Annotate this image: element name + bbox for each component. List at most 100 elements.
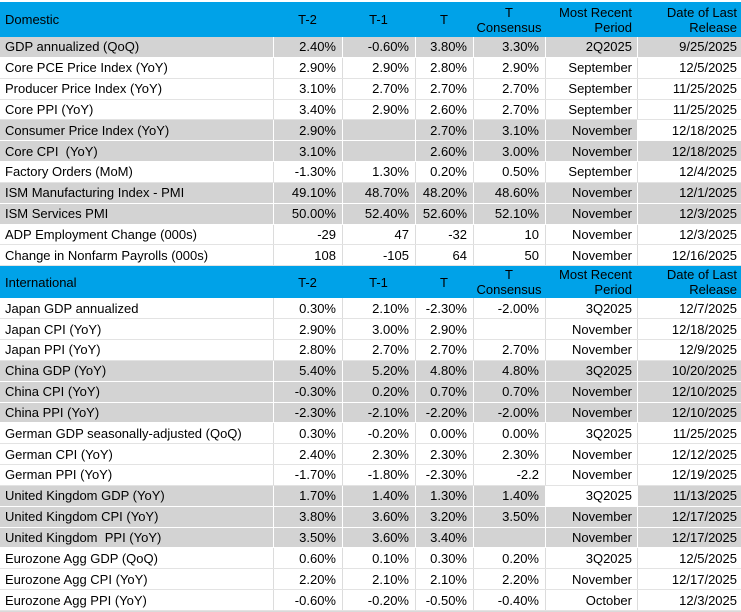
column-header-t2[interactable]: T-2	[273, 266, 342, 298]
value-cell-t1[interactable]: 52.40%	[342, 203, 415, 224]
value-cell-t2[interactable]: 3.80%	[273, 506, 342, 527]
value-cell-t[interactable]: 0.30%	[415, 548, 473, 569]
value-cell-t2[interactable]: 0.30%	[273, 298, 342, 319]
value-cell-t2[interactable]: 0.30%	[273, 423, 342, 444]
value-cell-t2[interactable]: -1.30%	[273, 162, 342, 182]
release-date-cell[interactable]: 10/20/2025	[637, 360, 741, 381]
period-cell[interactable]: November	[545, 381, 637, 402]
value-cell-t[interactable]: 2.10%	[415, 569, 473, 590]
period-cell[interactable]: November	[545, 319, 637, 339]
value-cell-consensus[interactable]: 2.90%	[473, 57, 545, 78]
release-date-cell[interactable]: 12/10/2025	[637, 381, 741, 402]
period-cell[interactable]: October	[545, 590, 637, 610]
value-cell-t[interactable]: 2.60%	[415, 141, 473, 162]
value-cell-t2[interactable]: 108	[273, 245, 342, 266]
value-cell-t[interactable]: -0.50%	[415, 590, 473, 610]
period-cell[interactable]: November	[545, 182, 637, 203]
period-cell[interactable]: 3Q2025	[545, 423, 637, 444]
release-date-cell[interactable]: 12/17/2025	[637, 527, 741, 548]
value-cell-t[interactable]: 2.70%	[415, 78, 473, 99]
value-cell-t[interactable]: 3.40%	[415, 527, 473, 548]
value-cell-t2[interactable]: 50.00%	[273, 203, 342, 224]
value-cell-t1[interactable]: 2.90%	[342, 57, 415, 78]
value-cell-consensus[interactable]: 4.80%	[473, 360, 545, 381]
row-label-cell[interactable]: Japan CPI (YoY)	[5, 321, 102, 337]
period-cell[interactable]: November	[545, 203, 637, 224]
release-date-cell[interactable]: 11/13/2025	[637, 485, 741, 506]
row-label-cell[interactable]: China PPI (YoY)	[5, 404, 100, 420]
value-cell-t2[interactable]: 2.90%	[273, 57, 342, 78]
value-cell-t1[interactable]: 0.20%	[342, 381, 415, 402]
row-label-cell[interactable]: Eurozone Agg CPI (YoY)	[5, 571, 148, 587]
row-label-cell[interactable]: German CPI (YoY)	[5, 446, 113, 462]
value-cell-t1[interactable]: 2.30%	[342, 444, 415, 465]
period-cell[interactable]: September	[545, 78, 637, 99]
row-label-cell[interactable]: Factory Orders (MoM)	[5, 164, 133, 180]
row-label-cell[interactable]: Core PCE Price Index (YoY)	[5, 60, 168, 76]
value-cell-t[interactable]: 1.30%	[415, 485, 473, 506]
value-cell-t[interactable]: 3.80%	[415, 37, 473, 57]
value-cell-t1[interactable]: 0.10%	[342, 548, 415, 569]
period-cell[interactable]: 3Q2025	[545, 360, 637, 381]
period-cell[interactable]: November	[545, 141, 637, 162]
period-cell[interactable]: November	[545, 506, 637, 527]
value-cell-consensus[interactable]: -0.40%	[473, 590, 545, 610]
row-label-cell[interactable]: China CPI (YoY)	[5, 384, 100, 400]
value-cell-t1[interactable]: 2.10%	[342, 569, 415, 590]
value-cell-t[interactable]: 2.70%	[415, 339, 473, 360]
row-label-cell[interactable]: German PPI (YoY)	[5, 467, 113, 483]
value-cell-consensus[interactable]: 3.00%	[473, 141, 545, 162]
release-date-cell[interactable]: 12/4/2025	[637, 162, 741, 182]
value-cell-t[interactable]: 0.00%	[415, 423, 473, 444]
value-cell-t1[interactable]: -1.80%	[342, 465, 415, 485]
row-label-cell[interactable]: Producer Price Index (YoY)	[5, 81, 163, 97]
value-cell-t1[interactable]: -105	[342, 245, 415, 266]
value-cell-consensus[interactable]: 0.70%	[473, 381, 545, 402]
value-cell-t2[interactable]: -2.30%	[273, 402, 342, 423]
value-cell-consensus[interactable]: 2.30%	[473, 444, 545, 465]
value-cell-t2[interactable]: -0.30%	[273, 381, 342, 402]
value-cell-t2[interactable]: 2.40%	[273, 444, 342, 465]
period-cell[interactable]: November	[545, 339, 637, 360]
value-cell-consensus[interactable]: 1.40%	[473, 485, 545, 506]
value-cell-t1[interactable]: -2.10%	[342, 402, 415, 423]
value-cell-t[interactable]: -2.30%	[415, 465, 473, 485]
value-cell-consensus[interactable]: 0.00%	[473, 423, 545, 444]
value-cell-t2[interactable]: 3.40%	[273, 99, 342, 120]
row-label-cell[interactable]: China GDP (YoY)	[5, 363, 107, 379]
row-label-cell[interactable]: Japan PPI (YoY)	[5, 342, 101, 358]
row-label-cell[interactable]: ISM Manufacturing Index - PMI	[5, 185, 185, 201]
release-date-cell[interactable]: 12/3/2025	[637, 590, 741, 610]
value-cell-t[interactable]: -32	[415, 224, 473, 245]
value-cell-consensus[interactable]: 0.20%	[473, 548, 545, 569]
value-cell-t2[interactable]: 2.80%	[273, 339, 342, 360]
value-cell-consensus[interactable]: 2.70%	[473, 339, 545, 360]
value-cell-consensus[interactable]: -2.00%	[473, 298, 545, 319]
value-cell-t1[interactable]: 3.60%	[342, 506, 415, 527]
value-cell-consensus[interactable]: -2.00%	[473, 402, 545, 423]
row-label-cell[interactable]: Consumer Price Index (YoY)	[5, 122, 170, 138]
period-cell[interactable]: 2Q2025	[545, 37, 637, 57]
period-cell[interactable]: November	[545, 402, 637, 423]
row-label-cell[interactable]: United Kingdom CPI (YoY)	[5, 509, 159, 525]
value-cell-t2[interactable]: -0.60%	[273, 590, 342, 610]
period-cell[interactable]: November	[545, 444, 637, 465]
section-title-domestic[interactable]: Domestic	[0, 2, 273, 37]
value-cell-t2[interactable]: 3.10%	[273, 78, 342, 99]
period-cell[interactable]: 3Q2025	[545, 548, 637, 569]
value-cell-t2[interactable]: 2.90%	[273, 120, 342, 141]
value-cell-consensus[interactable]: 2.70%	[473, 99, 545, 120]
period-cell[interactable]: September	[545, 57, 637, 78]
release-date-cell[interactable]: 11/25/2025	[637, 423, 741, 444]
value-cell-t1[interactable]: 2.70%	[342, 339, 415, 360]
period-cell[interactable]: November	[545, 527, 637, 548]
period-cell[interactable]: November	[545, 245, 637, 266]
period-cell[interactable]: November	[545, 465, 637, 485]
value-cell-t[interactable]: -2.30%	[415, 298, 473, 319]
value-cell-t1[interactable]	[342, 141, 415, 162]
value-cell-t1[interactable]: 2.10%	[342, 298, 415, 319]
value-cell-consensus[interactable]: 50	[473, 245, 545, 266]
value-cell-consensus[interactable]: 2.70%	[473, 78, 545, 99]
release-date-cell[interactable]: 12/9/2025	[637, 339, 741, 360]
value-cell-t[interactable]: 2.80%	[415, 57, 473, 78]
